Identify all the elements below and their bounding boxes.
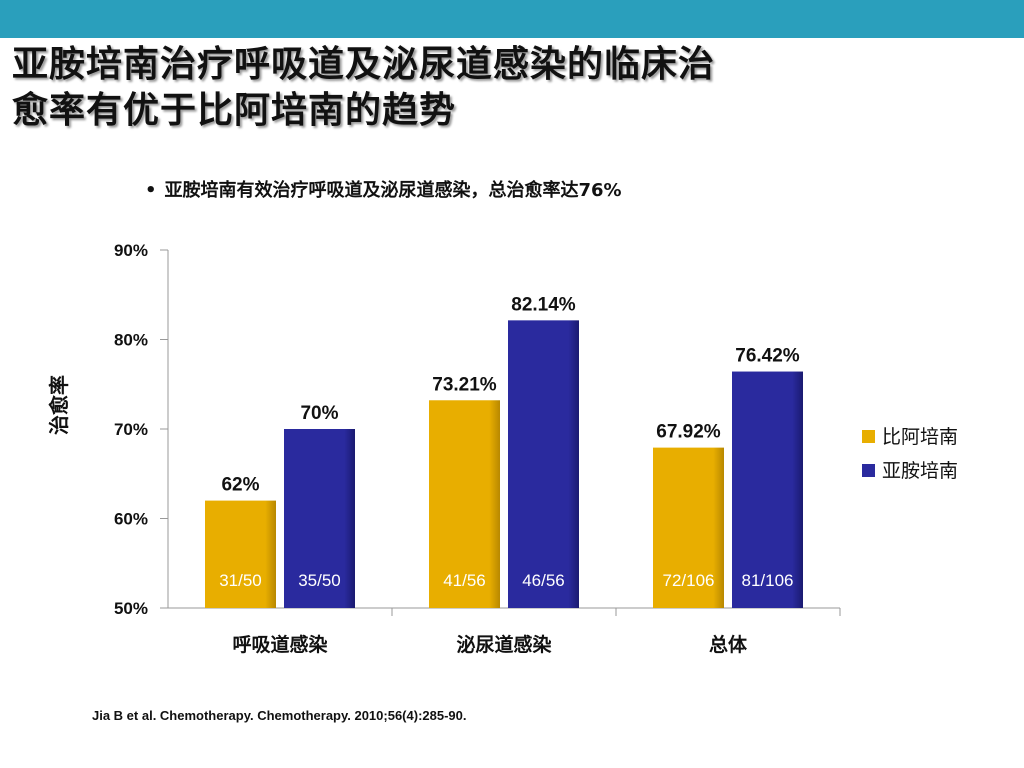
- bar: [284, 429, 355, 608]
- count-label: 35/50: [298, 571, 341, 590]
- y-tick-label: 60%: [114, 510, 148, 529]
- data-label: 67.92%: [656, 422, 721, 443]
- title-line-2: 愈率有优于比阿培南的趋势: [12, 90, 457, 131]
- data-label: 70%: [300, 403, 338, 424]
- y-axis-label: 治愈率: [47, 375, 71, 435]
- slide-title: 亚胺培南治疗呼吸道及泌尿道感染的临床治 愈率有优于比阿培南的趋势: [12, 42, 912, 134]
- data-label: 62%: [221, 475, 259, 496]
- bar: [429, 400, 500, 608]
- count-label: 31/50: [219, 571, 262, 590]
- bullet-point: • 亚胺培南有效治疗呼吸道及泌尿道感染，总治愈率达76%: [145, 176, 622, 202]
- bar: [508, 320, 579, 608]
- count-label: 41/56: [443, 571, 486, 590]
- y-tick-label: 70%: [114, 420, 148, 439]
- count-label: 72/106: [663, 571, 715, 590]
- citation: Jia B et al. Chemotherapy. Chemotherapy.…: [92, 708, 467, 723]
- count-label: 46/56: [522, 571, 565, 590]
- bullet-text: 亚胺培南有效治疗呼吸道及泌尿道感染，总治愈率达76%: [164, 180, 622, 201]
- legend-label: 比阿培南: [882, 426, 958, 448]
- data-label: 82.14%: [511, 294, 576, 315]
- y-tick-label: 90%: [114, 241, 148, 260]
- y-tick-label: 80%: [114, 331, 148, 350]
- legend-label: 亚胺培南: [882, 460, 958, 482]
- data-label: 76.42%: [735, 346, 800, 367]
- legend-swatch: [862, 464, 875, 477]
- bullet-dot: •: [145, 180, 157, 201]
- top-band: [0, 0, 1024, 38]
- y-tick-label: 50%: [114, 599, 148, 618]
- bar: [205, 500, 276, 608]
- count-label: 81/106: [742, 571, 794, 590]
- bar: [653, 447, 724, 608]
- x-category-label: 呼吸道感染: [232, 633, 327, 656]
- bar: [732, 371, 803, 608]
- data-label: 73.21%: [432, 374, 497, 395]
- x-category-label: 泌尿道感染: [456, 633, 551, 656]
- legend-swatch: [862, 430, 875, 443]
- title-line-1: 亚胺培南治疗呼吸道及泌尿道感染的临床治: [12, 44, 716, 85]
- x-category-label: 总体: [709, 633, 748, 656]
